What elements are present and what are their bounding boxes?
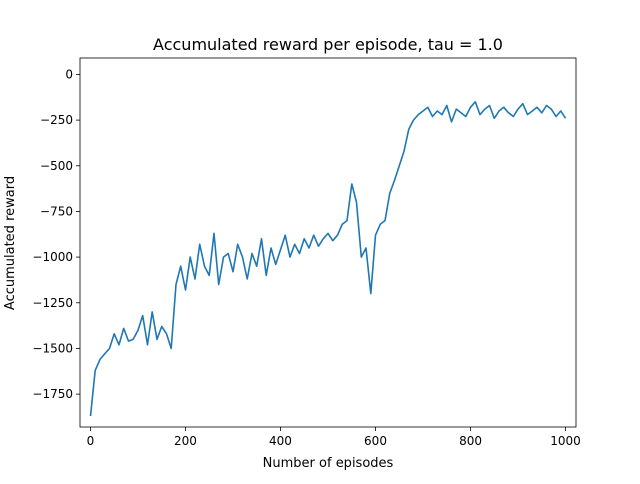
x-tick-label: 400 — [269, 434, 292, 448]
plot-area — [89, 101, 567, 417]
y-tick-label: −500 — [40, 159, 73, 173]
y-axis-label: Accumulated reward — [3, 176, 18, 310]
axes-frame — [79, 57, 577, 428]
x-tick-label: 200 — [174, 434, 197, 448]
axes: 0 200 400 600 800 1000 0 −250 −500 −750 −1000 −1250… — [32, 57, 581, 448]
x-axis-label: Number of episodes — [263, 456, 394, 471]
x-tick-label: 600 — [364, 434, 387, 448]
y-tick-label: −1250 — [32, 296, 73, 310]
y-tick-label: −1500 — [32, 341, 73, 355]
y-tick-label: −750 — [40, 204, 73, 218]
x-tick-label: 800 — [459, 434, 482, 448]
chart-title: Accumulated reward per episode, tau = 1.… — [153, 35, 503, 54]
y-tick-label: −1750 — [32, 387, 73, 401]
y-tick-label: 0 — [65, 67, 73, 81]
y-tick-label: −1000 — [32, 250, 73, 264]
x-tick-label: 0 — [87, 434, 95, 448]
x-tick-label: 1000 — [550, 434, 581, 448]
y-tick-label: −250 — [40, 113, 73, 127]
series-line-0 — [89, 101, 567, 417]
